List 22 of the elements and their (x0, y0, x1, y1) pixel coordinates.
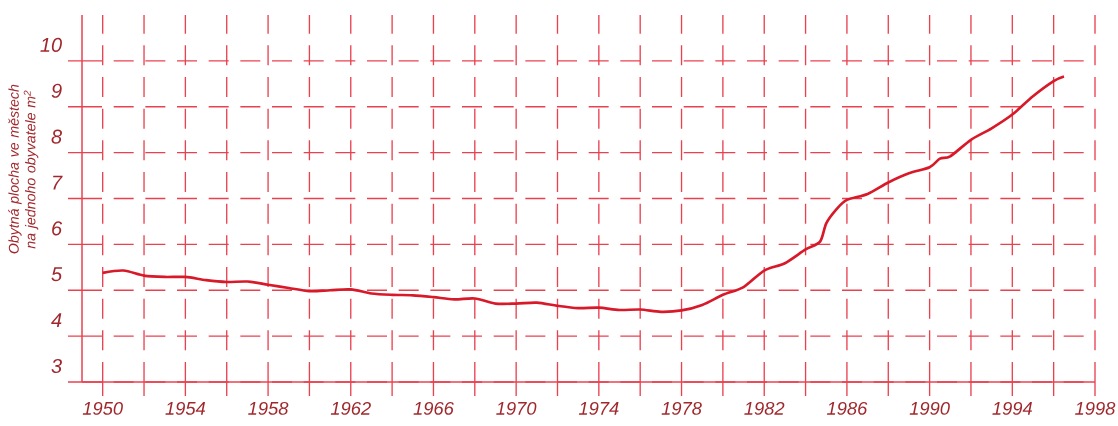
x-tick-label: 1990 (909, 401, 950, 415)
x-tick-label: 1978 (661, 401, 702, 415)
y-axis-title: Obytná plocha ve městech na jednoho obyvatele m$^{2}$ (8, 84, 39, 254)
y-tick-label: 5 (51, 267, 63, 282)
x-tick-label: 1950 (82, 401, 123, 415)
x-tick-label: 1966 (413, 401, 454, 415)
y-tick-label: 10 (40, 37, 62, 52)
x-tick-label: 1986 (827, 401, 868, 415)
x-tick-label: 1958 (248, 401, 289, 415)
x-tick-label: 1954 (165, 401, 206, 415)
x-tick-label: 1962 (330, 401, 371, 415)
y-tick-label: 8 (51, 129, 63, 144)
x-tick-label: 1970 (496, 401, 537, 415)
x-tick-label: 1998 (1075, 401, 1116, 415)
y-tick-label: 3 (51, 358, 62, 374)
y-tick-label: 7 (53, 175, 63, 190)
y-tick-label: 6 (52, 221, 63, 236)
x-tick-label: 1974 (578, 401, 619, 415)
y-tick-label: 9 (51, 83, 62, 98)
y-tick-label: 4 (51, 313, 62, 328)
x-tick-label: 1982 (744, 401, 785, 415)
x-tick-label: 1994 (992, 401, 1033, 415)
